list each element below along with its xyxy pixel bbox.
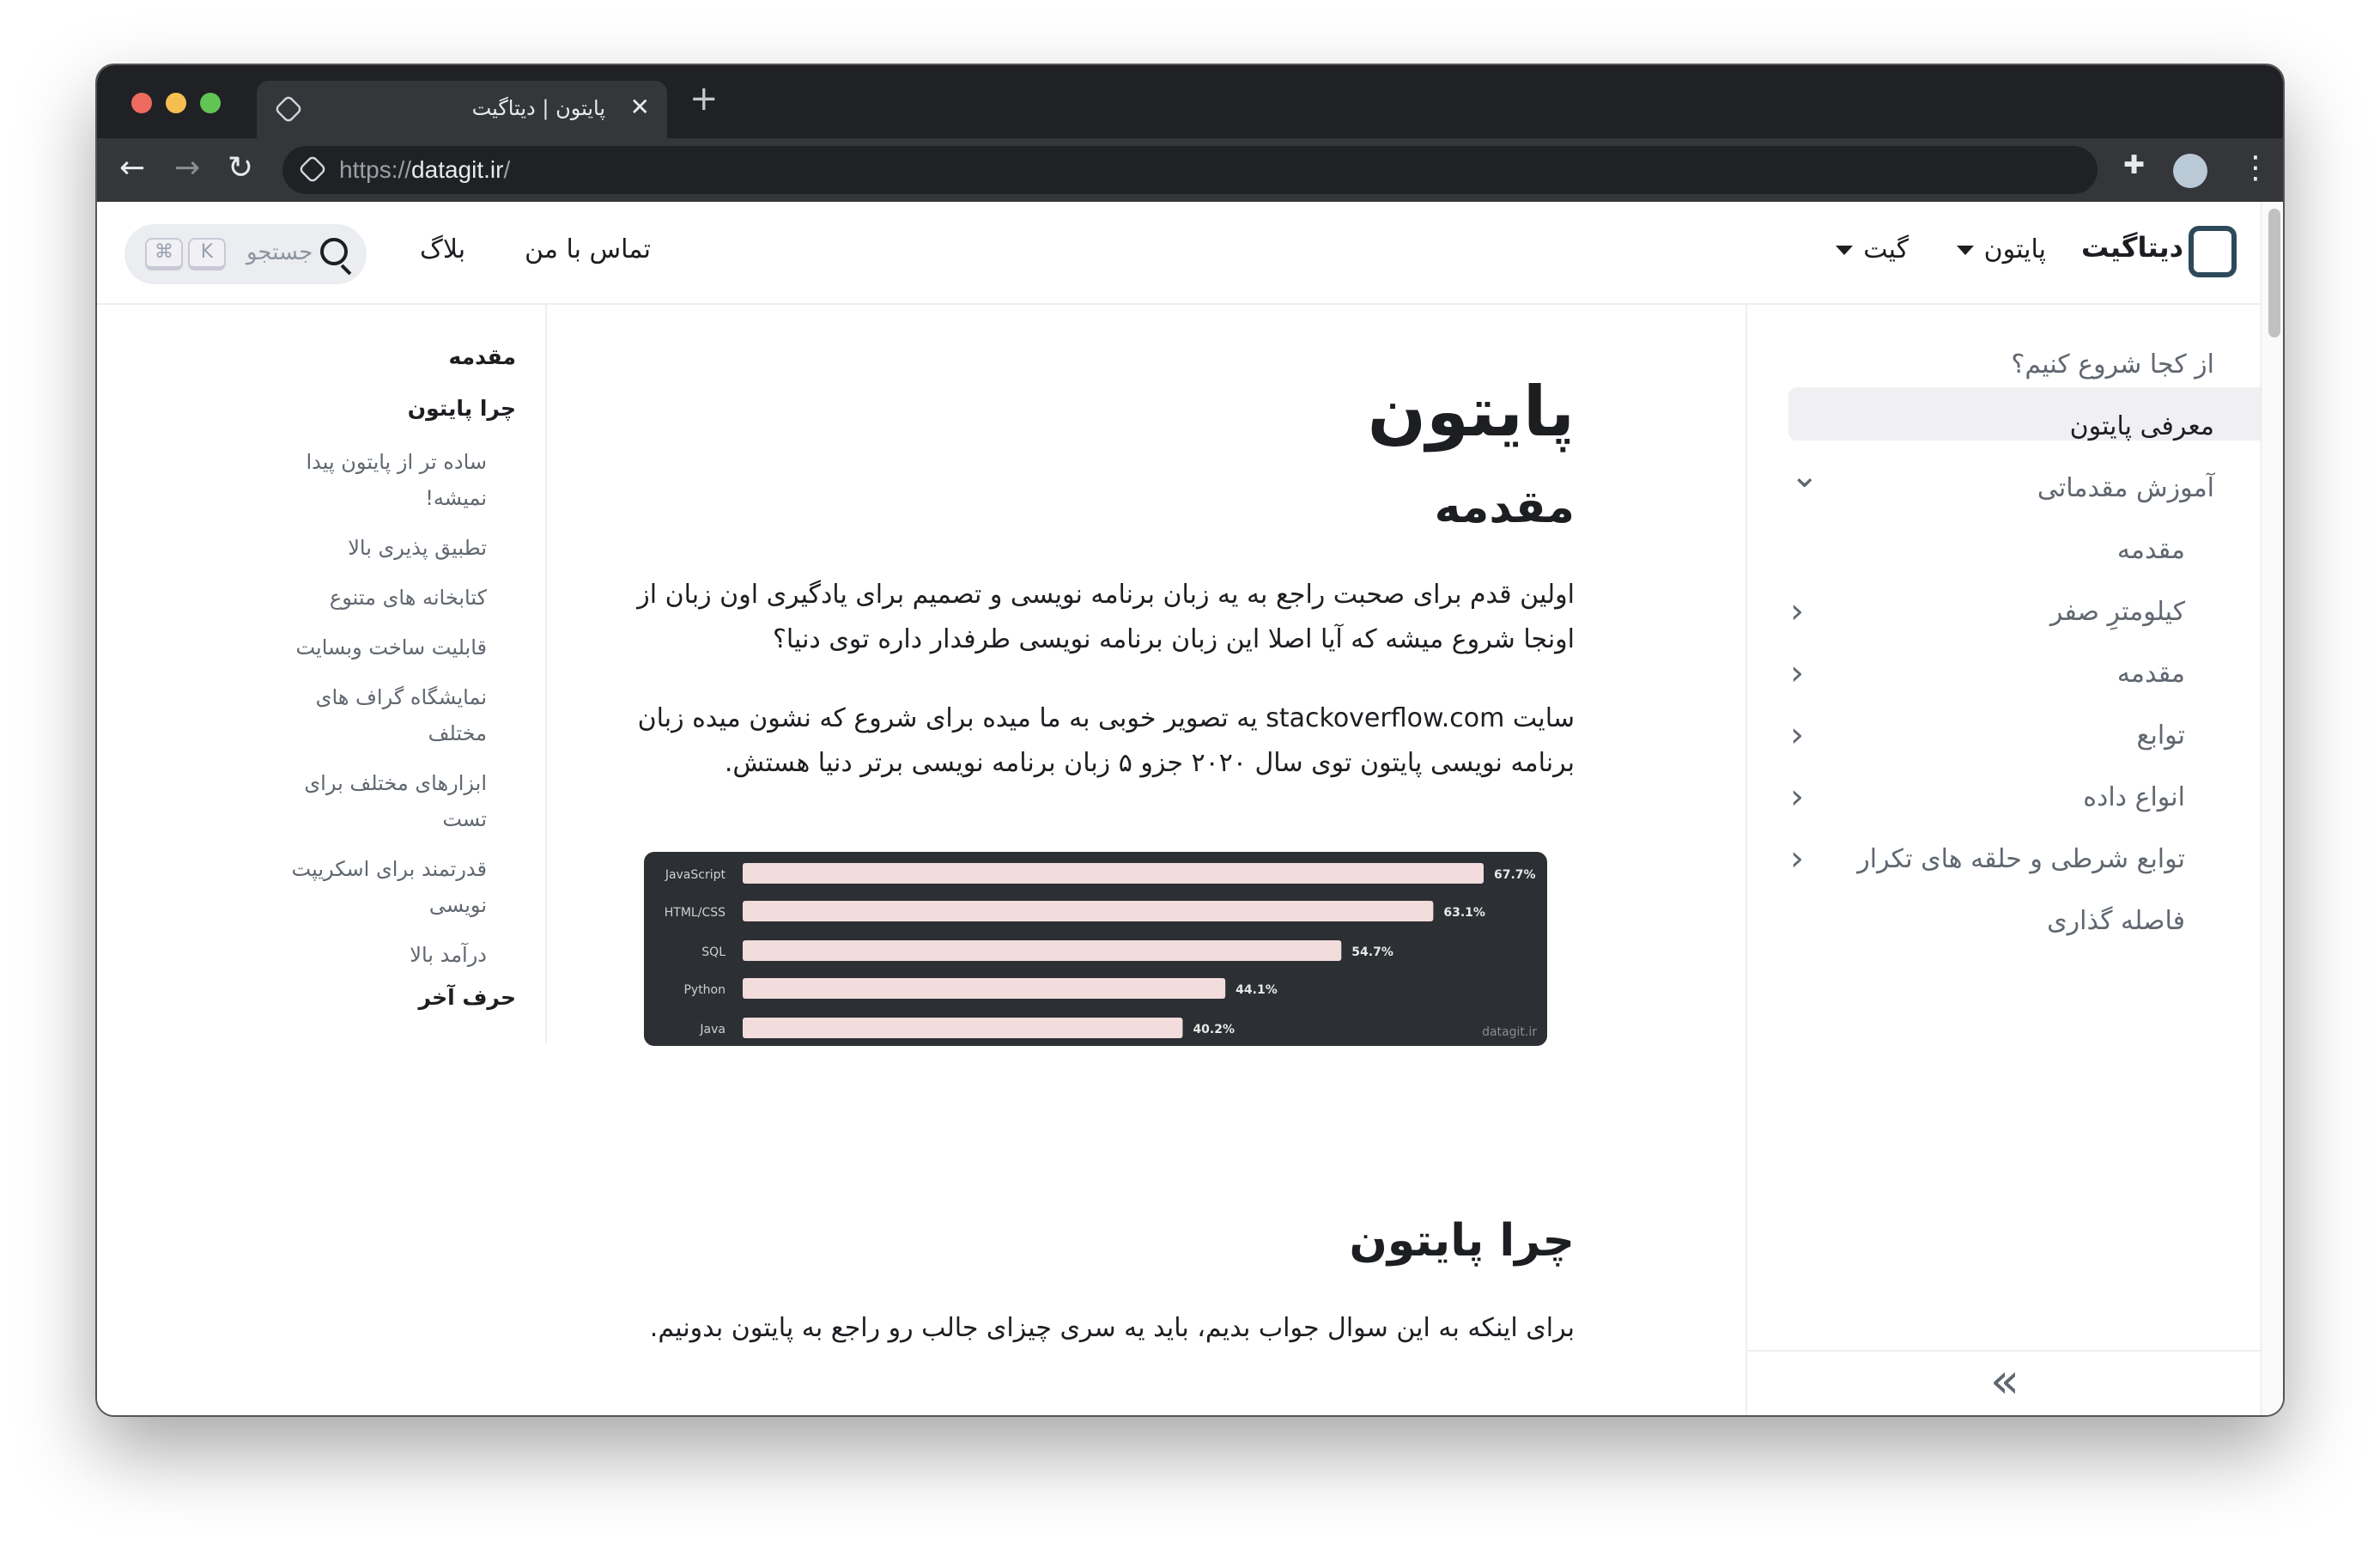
paragraph: اولین قدم برای صحبت راجع به یه زبان برنا… <box>637 580 1575 654</box>
toc-link[interactable]: کتابخانه های متنوع <box>329 586 487 610</box>
browser-toolbar: ← → ↻ https://datagit.ir/ ✚ ⋮ <box>97 138 2283 202</box>
toc-link[interactable]: مقدمه <box>448 344 516 369</box>
bar <box>743 1018 1183 1038</box>
bar <box>743 863 1484 884</box>
chevron-left-icon[interactable]: ‹ <box>1790 839 1804 878</box>
kbd-k: K <box>188 238 226 271</box>
bar <box>743 901 1434 921</box>
close-window-button[interactable] <box>131 93 152 113</box>
scrollbar-thumb[interactable] <box>2268 209 2280 337</box>
category-label: SQL <box>701 945 726 959</box>
nav-python-label: پایتون <box>1983 234 2046 264</box>
reload-icon[interactable]: ↻ <box>228 150 254 185</box>
back-icon[interactable]: ← <box>119 150 146 185</box>
menu-kebab-icon[interactable]: ⋮ <box>2240 150 2271 185</box>
category-label: JavaScript <box>665 868 726 882</box>
value-label: 44.1% <box>1236 983 1278 997</box>
toc-link[interactable]: ساده تر از پایتون پیدا نمیشه! <box>306 450 487 510</box>
caret-down-icon <box>1836 246 1854 255</box>
value-label: 40.2% <box>1193 1023 1235 1036</box>
chevron-down-icon[interactable]: ⌄ <box>1790 456 1819 495</box>
nav-git-dropdown[interactable]: گیت <box>1836 234 1909 264</box>
tab-close-icon[interactable]: ✕ <box>629 93 650 121</box>
value-label: 67.7% <box>1494 868 1536 882</box>
docs-sidebar: » از کجا شروع کنیم؟ معرفی پایتون آموزش مقد… <box>1746 305 2278 1415</box>
page-title: پایتون <box>1367 372 1575 452</box>
chevron-left-icon[interactable]: ‹ <box>1790 777 1804 817</box>
browser-tab[interactable]: پایتون | دیتاگیت ✕ <box>257 81 667 138</box>
sidebar-item[interactable]: فاصله گذاری <box>2047 906 2185 936</box>
category-label: Java <box>699 1023 726 1036</box>
minimize-window-button[interactable] <box>166 93 186 113</box>
sidebar-item[interactable]: آموزش مقدماتی <box>2037 473 2214 503</box>
toc-link[interactable]: حرف آخر <box>418 985 516 1010</box>
paragraph: برای اینکه به این سوال جواب بدیم، باید ی… <box>649 1313 1575 1343</box>
tab-title: پایتون | دیتاگیت <box>471 96 605 120</box>
bar <box>743 940 1342 961</box>
sidebar-item[interactable]: توابع شرطی و حلقه های تکرار <box>1857 844 2185 874</box>
sidebar-item[interactable]: معرفی پایتون <box>2069 411 2214 441</box>
brand-logo-icon[interactable] <box>2189 226 2237 277</box>
nav-git-label: گیت <box>1863 234 1909 264</box>
kbd-cmd: ⌘ <box>145 238 183 271</box>
site-favicon-icon <box>298 155 327 184</box>
search-icon <box>320 238 348 265</box>
section-heading-intro: مقدمه <box>1434 482 1575 533</box>
value-label: 54.7% <box>1351 945 1393 959</box>
url-path: / <box>503 156 511 183</box>
url-scheme: https:// <box>339 156 412 183</box>
sidebar-item[interactable]: کیلومترِ صفر <box>2049 597 2185 627</box>
new-tab-button[interactable]: + <box>689 79 719 119</box>
caret-down-icon <box>1956 246 1974 255</box>
category-label: Python <box>683 983 726 997</box>
sidebar-item[interactable]: مقدمه <box>2116 659 2185 689</box>
value-label: 63.1% <box>1443 906 1485 920</box>
chart-watermark: datagit.ir <box>1482 1025 1537 1039</box>
category-label: HTML/CSS <box>665 906 726 920</box>
sidebar-item[interactable]: توابع <box>2136 720 2186 751</box>
toc-link[interactable]: درآمد بالا <box>410 943 487 967</box>
toc-link[interactable]: نمایشگاه گراف های مختلف <box>315 685 487 745</box>
maximize-window-button[interactable] <box>200 93 221 113</box>
toc-link[interactable]: ابزارهای مختلف برای تست <box>304 771 487 831</box>
tab-bar: پایتون | دیتاگیت ✕ + <box>97 65 2283 138</box>
address-bar[interactable]: https://datagit.ir/ <box>282 146 2098 194</box>
toc-link[interactable]: قابلیت ساخت وبسایت <box>295 635 487 660</box>
chevron-left-icon[interactable]: ‹ <box>1790 653 1804 693</box>
brand-name[interactable]: دیتاگیت <box>2080 231 2183 264</box>
nav-blog-link[interactable]: بلاگ <box>420 234 466 264</box>
toc-link[interactable]: چرا پایتون <box>407 396 516 421</box>
extensions-icon[interactable]: ✚ <box>2123 150 2146 180</box>
paragraph: سایت stackoverflow.com یه تصویر خوبی به … <box>637 703 1575 778</box>
site-favicon-icon <box>274 94 303 124</box>
chevron-left-icon[interactable]: ‹ <box>1790 715 1804 755</box>
languages-bar-chart: JavaScript 67.7% HTML/CSS 63.1% SQL 54.7% Pyth… <box>644 852 1547 1046</box>
active-item-highlight <box>1788 387 2278 441</box>
section-heading-why-python: چرا پایتون <box>1349 1215 1575 1267</box>
collapse-sidebar-button[interactable]: » <box>1747 1350 2262 1415</box>
browser-window: پایتون | دیتاگیت ✕ + ← → ↻ https://datag… <box>95 64 2285 1417</box>
sidebar-item[interactable]: انواع داده <box>2083 782 2185 812</box>
scrollbar[interactable] <box>2261 202 2283 1415</box>
bar <box>743 978 1226 999</box>
web-page: دیتاگیت پایتون گیت تماس با من بلاگ ⌘ K ج… <box>97 202 2283 1415</box>
search-placeholder: جستجو <box>246 240 313 265</box>
table-of-contents: مقدمه چرا پایتون ساده تر از پایتون پیدا نم… <box>97 305 547 1043</box>
nav-python-dropdown[interactable]: پایتون <box>1956 234 2046 264</box>
sidebar-item[interactable]: از کجا شروع کنیم؟ <box>2011 350 2214 380</box>
chevron-left-icon[interactable]: ‹ <box>1790 592 1804 631</box>
profile-avatar[interactable] <box>2173 154 2207 188</box>
url-host: datagit.ir <box>411 156 504 183</box>
toc-link[interactable]: تطبیق پذیری بالا <box>348 536 487 560</box>
search-button[interactable]: ⌘ K جستجو <box>124 224 367 284</box>
forward-icon[interactable]: → <box>174 150 201 185</box>
sidebar-item[interactable]: مقدمه <box>2116 535 2185 565</box>
toc-link[interactable]: قدرتمند برای اسکریپت نویسی <box>291 857 487 917</box>
nav-contact-link[interactable]: تماس با من <box>525 234 651 264</box>
site-header: دیتاگیت پایتون گیت تماس با من بلاگ ⌘ K ج… <box>97 202 2261 305</box>
